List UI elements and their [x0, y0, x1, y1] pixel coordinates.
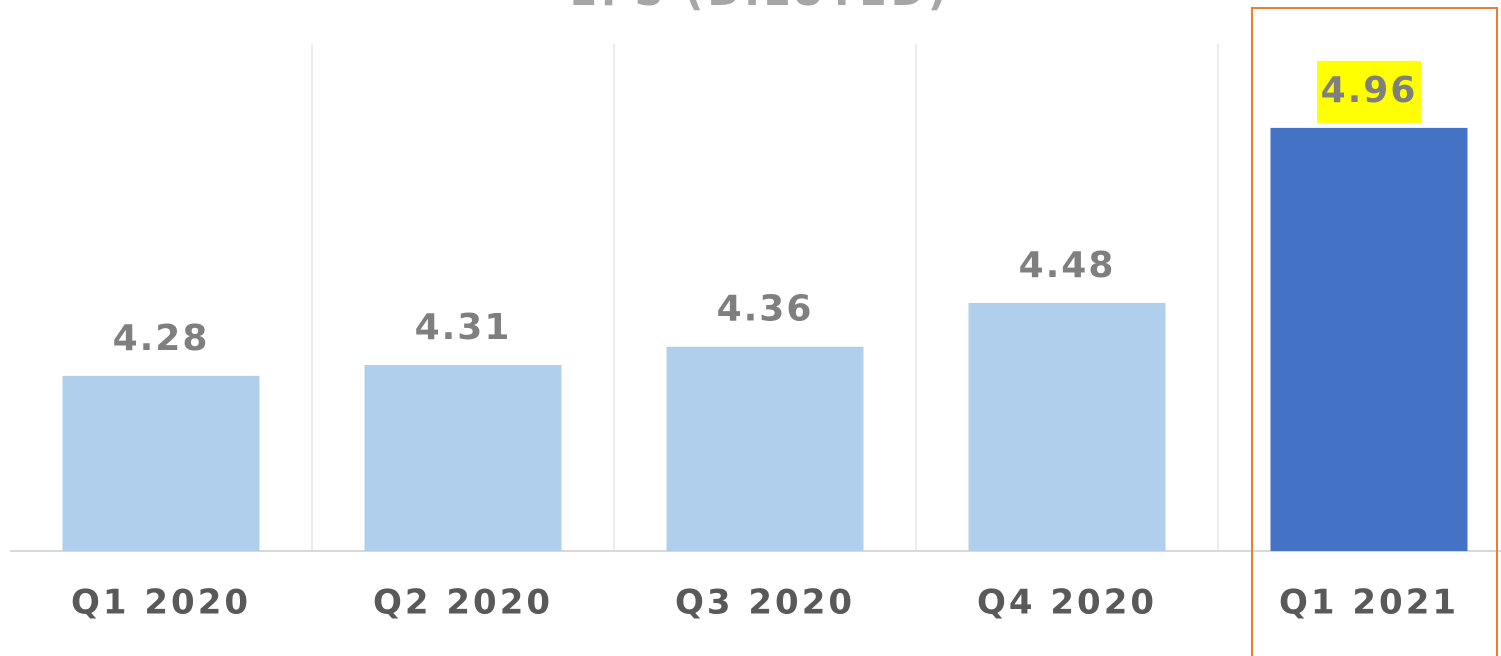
- highlight-box: [1251, 7, 1498, 656]
- chart-title: EPS (DILUTED): [570, 0, 950, 15]
- x-tick-label: Q2 2020: [373, 583, 553, 623]
- bar: [62, 375, 260, 551]
- bar: [1270, 127, 1468, 551]
- bar: [968, 302, 1166, 551]
- x-tick-label: Q3 2020: [675, 583, 855, 623]
- x-tick-label: Q4 2020: [977, 583, 1157, 623]
- bar: [666, 346, 864, 551]
- x-tick-label: Q1 2020: [71, 583, 251, 623]
- label-highlight: [1317, 60, 1421, 123]
- x-tick-label: Q1 2021: [1279, 583, 1459, 623]
- data-label: 4.96: [1321, 70, 1418, 111]
- data-label: 4.31: [415, 307, 512, 348]
- data-label: 4.36: [717, 289, 814, 330]
- data-label: 4.48: [1019, 245, 1116, 286]
- data-label: 4.28: [113, 318, 210, 359]
- bar: [364, 364, 562, 551]
